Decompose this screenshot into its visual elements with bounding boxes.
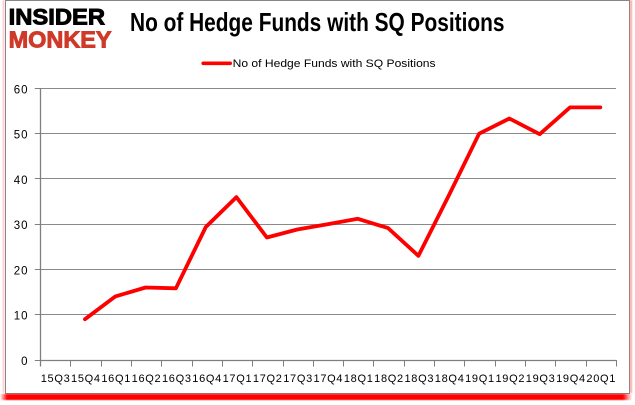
svg-text:19Q4: 19Q4 [556, 373, 586, 385]
svg-text:15Q3: 15Q3 [41, 373, 71, 385]
svg-text:30: 30 [14, 220, 29, 232]
svg-text:20: 20 [14, 265, 29, 277]
svg-text:17Q1: 17Q1 [223, 373, 253, 385]
svg-text:60: 60 [14, 84, 29, 96]
svg-text:15Q4: 15Q4 [71, 373, 101, 385]
svg-text:18Q2: 18Q2 [374, 373, 404, 385]
svg-text:40: 40 [14, 175, 29, 187]
svg-text:19Q1: 19Q1 [465, 373, 495, 385]
svg-text:18Q1: 18Q1 [344, 373, 374, 385]
svg-text:18Q4: 18Q4 [435, 373, 465, 385]
svg-text:No of Hedge Funds with SQ Posi: No of Hedge Funds with SQ Positions [130, 7, 505, 37]
svg-text:19Q3: 19Q3 [526, 373, 556, 385]
svg-text:17Q4: 17Q4 [314, 373, 344, 385]
svg-text:MONKEY: MONKEY [9, 27, 112, 53]
svg-text:0: 0 [21, 356, 28, 368]
svg-text:No of Hedge Funds with SQ Posi: No of Hedge Funds with SQ Positions [233, 58, 437, 70]
svg-text:17Q3: 17Q3 [283, 373, 313, 385]
svg-text:16Q3: 16Q3 [162, 373, 192, 385]
svg-text:16Q1: 16Q1 [101, 373, 131, 385]
svg-text:50: 50 [14, 130, 29, 142]
svg-text:10: 10 [14, 311, 29, 323]
svg-text:20Q1: 20Q1 [586, 373, 616, 385]
svg-text:16Q4: 16Q4 [192, 373, 222, 385]
svg-text:19Q2: 19Q2 [495, 373, 525, 385]
svg-text:18Q3: 18Q3 [404, 373, 434, 385]
svg-text:16Q2: 16Q2 [132, 373, 162, 385]
svg-text:INSIDER: INSIDER [9, 5, 106, 30]
svg-text:17Q2: 17Q2 [253, 373, 283, 385]
